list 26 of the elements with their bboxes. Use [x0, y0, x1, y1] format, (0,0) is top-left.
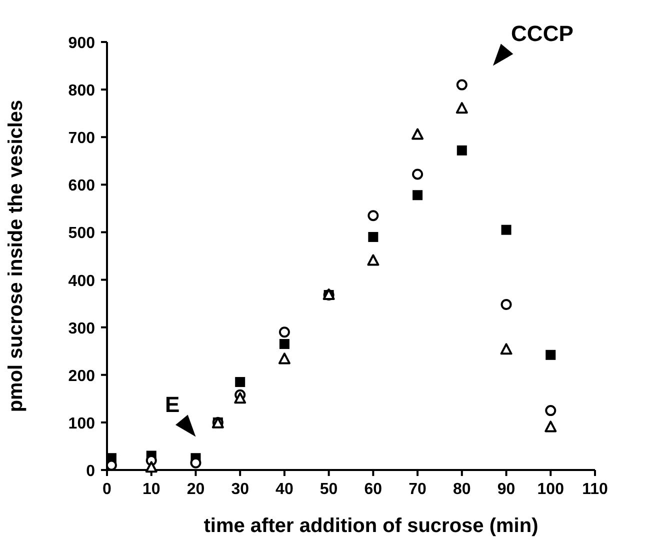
x-tick-label: 30: [231, 481, 250, 498]
x-tick-label: 50: [320, 481, 338, 498]
x-tick-label: 90: [497, 481, 516, 498]
y-tick-label: 700: [68, 130, 96, 148]
x-tick-label: 60: [364, 481, 382, 498]
x-tick-label: 10: [142, 481, 160, 498]
y-tick-label: 200: [68, 368, 96, 385]
y-tick-label: 900: [68, 35, 96, 52]
y-tick-label: 400: [68, 272, 96, 290]
y-tick-label: 300: [68, 320, 96, 338]
y-tick-label: 0: [86, 463, 96, 480]
x-tick-label: 20: [186, 481, 205, 498]
y-tick-label: 800: [68, 82, 96, 100]
x-tick-label: 0: [102, 481, 112, 498]
x-tick-label: 110: [582, 481, 608, 498]
annotation: CCCP: [511, 20, 574, 46]
x-axis-title: time after addition of sucrose (min): [204, 515, 538, 537]
y-axis-title: pmol sucrose inside the vesicles: [5, 100, 27, 412]
x-tick-label: 100: [537, 481, 564, 498]
y-tick-label: 100: [68, 415, 96, 432]
x-tick-label: 70: [408, 481, 427, 498]
annotation: E: [164, 392, 180, 417]
x-tick-label: 40: [276, 481, 294, 498]
y-tick-label: 600: [68, 178, 96, 195]
y-tick-label: 500: [68, 225, 96, 242]
x-tick-label: 80: [453, 481, 471, 498]
